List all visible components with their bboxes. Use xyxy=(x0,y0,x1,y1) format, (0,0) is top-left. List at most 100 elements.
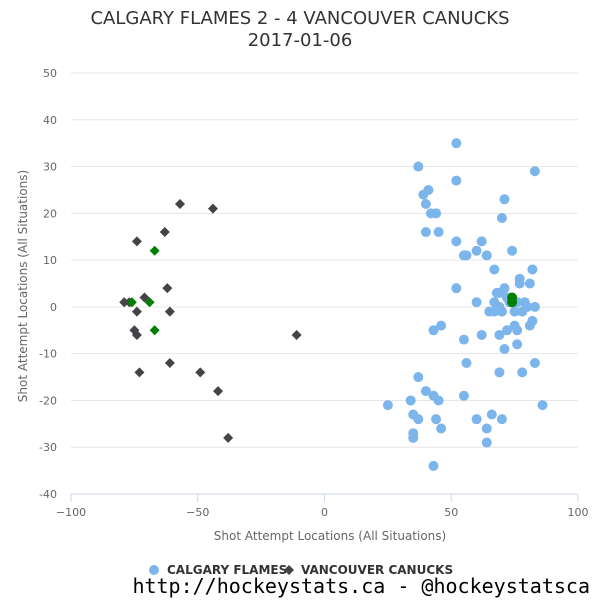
y-tick-label: -20 xyxy=(39,394,57,407)
shot-point-calgary[interactable] xyxy=(420,198,431,209)
shot-point-calgary[interactable] xyxy=(529,301,540,312)
shot-point-calgary[interactable] xyxy=(496,213,507,224)
shot-point-vancouver[interactable] xyxy=(207,203,218,214)
shot-point-calgary[interactable] xyxy=(471,414,482,425)
shot-point-calgary[interactable] xyxy=(451,138,462,149)
shot-point-calgary[interactable] xyxy=(471,297,482,308)
shot-point-vancouver[interactable] xyxy=(131,329,142,340)
shot-point-calgary[interactable] xyxy=(476,236,487,247)
shot-point-calgary[interactable] xyxy=(451,236,462,247)
shot-point-vancouver[interactable] xyxy=(223,432,234,443)
credit-text: http://hockeystats.ca - @hockeystatsca xyxy=(132,574,590,598)
shot-point-calgary[interactable] xyxy=(517,367,528,378)
legend[interactable]: CALGARY FLAMES VANCOUVER CANUCKS xyxy=(149,563,453,577)
shot-point-calgary[interactable] xyxy=(494,329,505,340)
shot-point-calgary[interactable] xyxy=(428,460,439,471)
shot-point-calgary[interactable] xyxy=(481,437,492,448)
shot-point-calgary[interactable] xyxy=(496,414,507,425)
shot-point-calgary[interactable] xyxy=(431,414,442,425)
shot-point-calgary[interactable] xyxy=(433,395,444,406)
shot-point-calgary[interactable] xyxy=(481,250,492,261)
shot-point-vancouver[interactable] xyxy=(162,283,173,294)
shot-point-calgary[interactable] xyxy=(537,400,548,411)
chart-subtitle: 2017-01-06 xyxy=(248,30,353,51)
shot-point-calgary[interactable] xyxy=(496,306,507,317)
chart-title: CALGARY FLAMES 2 - 4 VANCOUVER CANUCKS xyxy=(90,8,509,29)
shot-point-calgary[interactable] xyxy=(494,287,505,298)
goal-point-vancouver[interactable] xyxy=(149,325,160,336)
shot-point-vancouver[interactable] xyxy=(213,386,224,397)
shot-point-calgary[interactable] xyxy=(436,423,447,434)
shot-point-calgary[interactable] xyxy=(527,264,538,275)
shot-point-vancouver[interactable] xyxy=(131,306,142,317)
legend-diamond-marker xyxy=(284,565,294,575)
shot-point-calgary[interactable] xyxy=(418,189,429,200)
legend-item-vancouver[interactable]: VANCOUVER CANUCKS xyxy=(284,563,453,577)
shot-point-calgary[interactable] xyxy=(524,320,535,331)
shot-point-vancouver[interactable] xyxy=(175,198,186,209)
shot-point-calgary[interactable] xyxy=(481,423,492,434)
goal-point-vancouver[interactable] xyxy=(126,297,137,308)
legend-label-vancouver: VANCOUVER CANUCKS xyxy=(301,563,453,577)
goal-point-vancouver[interactable] xyxy=(144,297,155,308)
shot-point-calgary[interactable] xyxy=(489,264,500,275)
shot-point-calgary[interactable] xyxy=(433,227,444,238)
shot-point-calgary[interactable] xyxy=(458,334,469,345)
y-axis-ticks: -40 -30 -20 -10 0 10 20 30 40 50 xyxy=(39,67,57,501)
legend-label-calgary: CALGARY FLAMES xyxy=(167,563,287,577)
goal-point-calgary[interactable] xyxy=(507,297,518,308)
shot-point-calgary[interactable] xyxy=(499,343,510,354)
shot-point-vancouver[interactable] xyxy=(134,367,145,378)
shot-point-calgary[interactable] xyxy=(458,390,469,401)
y-tick-label: 10 xyxy=(43,254,57,267)
shot-point-calgary[interactable] xyxy=(514,278,525,289)
shot-point-calgary[interactable] xyxy=(451,175,462,186)
shot-point-calgary[interactable] xyxy=(512,325,523,336)
shot-point-calgary[interactable] xyxy=(431,208,442,219)
shot-point-calgary[interactable] xyxy=(420,227,431,238)
goal-point-vancouver[interactable] xyxy=(149,245,160,256)
shot-point-vancouver[interactable] xyxy=(291,329,302,340)
y-tick-label: -10 xyxy=(39,348,57,361)
shot-point-calgary[interactable] xyxy=(517,306,528,317)
shot-point-calgary[interactable] xyxy=(489,306,500,317)
y-tick-label: 20 xyxy=(43,207,57,220)
legend-circle-marker xyxy=(149,565,159,575)
shot-point-calgary[interactable] xyxy=(382,400,393,411)
shot-point-vancouver[interactable] xyxy=(164,306,175,317)
shot-point-calgary[interactable] xyxy=(461,358,472,369)
shot-point-vancouver[interactable] xyxy=(159,227,170,238)
shot-point-vancouver[interactable] xyxy=(119,297,130,308)
shot-point-calgary[interactable] xyxy=(428,325,439,336)
shot-point-calgary[interactable] xyxy=(512,339,523,350)
shot-point-calgary[interactable] xyxy=(436,320,447,331)
y-axis-title: Shot Attempt Locations (All Situations) xyxy=(16,170,30,402)
shot-point-calgary[interactable] xyxy=(413,161,424,172)
shot-point-calgary[interactable] xyxy=(461,250,472,261)
shot-point-calgary[interactable] xyxy=(405,395,416,406)
x-tick-label: 100 xyxy=(568,506,589,519)
shot-point-vancouver[interactable] xyxy=(131,236,142,247)
shot-point-calgary[interactable] xyxy=(502,325,513,336)
shot-point-calgary[interactable] xyxy=(494,367,505,378)
x-tick-label: −100 xyxy=(56,506,86,519)
shot-point-calgary[interactable] xyxy=(408,432,419,443)
shot-point-calgary[interactable] xyxy=(524,278,535,289)
shot-point-calgary[interactable] xyxy=(529,166,540,177)
shot-point-calgary[interactable] xyxy=(476,329,487,340)
shot-point-calgary[interactable] xyxy=(471,245,482,256)
shot-point-calgary[interactable] xyxy=(420,386,431,397)
shot-point-vancouver[interactable] xyxy=(195,367,206,378)
shot-point-calgary[interactable] xyxy=(499,194,510,205)
shot-point-calgary[interactable] xyxy=(529,358,540,369)
shot-point-calgary[interactable] xyxy=(486,409,497,420)
x-axis-ticks: −100 −50 0 50 100 xyxy=(56,494,589,519)
shot-point-calgary[interactable] xyxy=(413,414,424,425)
shot-point-vancouver[interactable] xyxy=(164,358,175,369)
shot-point-calgary[interactable] xyxy=(413,372,424,383)
grid-lines xyxy=(71,72,578,495)
legend-item-calgary[interactable]: CALGARY FLAMES xyxy=(149,563,287,577)
shot-point-calgary[interactable] xyxy=(451,283,462,294)
shot-point-calgary[interactable] xyxy=(507,245,518,256)
shot-point-calgary[interactable] xyxy=(509,306,520,317)
